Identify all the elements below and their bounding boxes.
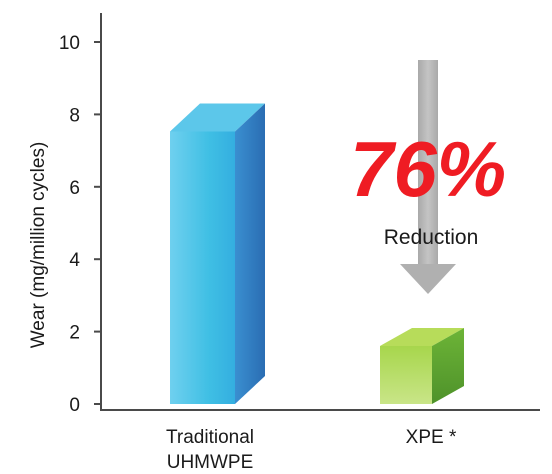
bar-xpe [380,327,464,404]
down-arrow-icon [400,60,456,294]
category-label-traditional: Traditional [166,427,254,448]
x-axis-category-labels: Traditional UHMWPE XPE * [166,427,457,473]
bar-xpe-front [380,345,432,404]
bar-traditional-uhmwpe-side [235,103,265,404]
reduction-percentage: 76% [350,125,506,213]
y-tick-label: 4 [69,250,80,271]
bar-traditional-uhmwpe-top [170,103,265,132]
y-tick-label: 6 [69,178,80,199]
category-label-uhmwpe: UHMWPE [167,452,254,473]
y-tick-label: 0 [69,395,80,416]
y-tick-label: 10 [59,33,80,54]
bar-traditional-uhmwpe [170,103,265,405]
category-label-xpe: XPE * [406,427,457,448]
y-axis-ticks: 0 2 4 6 8 10 [59,33,101,416]
reduction-label: Reduction [384,226,479,249]
y-axis-title: Wear (mg/million cycles) [28,142,49,349]
bar-traditional-uhmwpe-front [170,131,235,405]
bar-xpe-side [432,327,464,404]
bar-xpe-top [380,327,464,346]
y-tick-label: 8 [69,105,80,126]
y-tick-label: 2 [69,323,80,344]
